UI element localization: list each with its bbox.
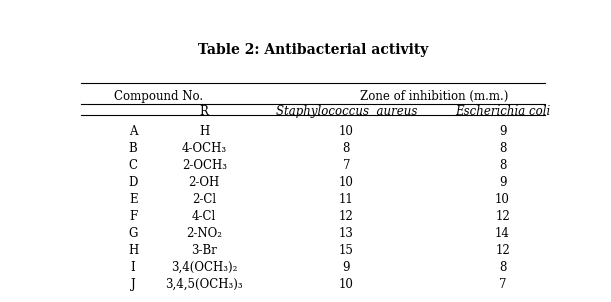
Text: D: D	[128, 176, 138, 189]
Text: Escherichia coli: Escherichia coli	[455, 105, 550, 118]
Text: 2-OCH₃: 2-OCH₃	[181, 159, 227, 172]
Text: 8: 8	[499, 142, 507, 155]
Text: J: J	[131, 278, 136, 291]
Text: 11: 11	[339, 193, 354, 206]
Text: 7: 7	[343, 159, 350, 172]
Text: 12: 12	[495, 210, 510, 223]
Text: 4-Cl: 4-Cl	[192, 210, 216, 223]
Text: E: E	[129, 193, 137, 206]
Text: 10: 10	[339, 125, 354, 138]
Text: 12: 12	[339, 210, 354, 223]
Text: 8: 8	[499, 261, 507, 274]
Text: 7: 7	[499, 278, 507, 291]
Text: 14: 14	[495, 226, 510, 239]
Text: Staphylococcus  aureus: Staphylococcus aureus	[276, 105, 417, 118]
Text: A: A	[129, 125, 137, 138]
Text: Zone of inhibition (m.m.): Zone of inhibition (m.m.)	[360, 90, 508, 103]
Text: I: I	[131, 261, 136, 274]
Text: 8: 8	[343, 142, 350, 155]
Text: H: H	[128, 244, 138, 257]
Text: 3,4,5(OCH₃)₃: 3,4,5(OCH₃)₃	[166, 278, 243, 291]
Text: 13: 13	[339, 226, 354, 239]
Text: 3-Br: 3-Br	[191, 244, 217, 257]
Text: 9: 9	[499, 125, 507, 138]
Text: G: G	[128, 226, 138, 239]
Text: 10: 10	[339, 278, 354, 291]
Text: Compound No.: Compound No.	[114, 90, 203, 103]
Text: C: C	[129, 159, 137, 172]
Text: B: B	[129, 142, 137, 155]
Text: 10: 10	[495, 193, 510, 206]
Text: 9: 9	[499, 176, 507, 189]
Text: F: F	[129, 210, 137, 223]
Text: 2-NO₂: 2-NO₂	[186, 226, 222, 239]
Text: 9: 9	[343, 261, 350, 274]
Text: R: R	[200, 105, 209, 118]
Text: 15: 15	[339, 244, 354, 257]
Text: H: H	[199, 125, 210, 138]
Text: 2-Cl: 2-Cl	[192, 193, 216, 206]
Text: 2-OH: 2-OH	[189, 176, 220, 189]
Text: Table 2: Antibacterial activity: Table 2: Antibacterial activity	[198, 43, 428, 57]
Text: 8: 8	[499, 159, 507, 172]
Text: 10: 10	[339, 176, 354, 189]
Text: 4-OCH₃: 4-OCH₃	[181, 142, 227, 155]
Text: 3,4(OCH₃)₂: 3,4(OCH₃)₂	[171, 261, 238, 274]
Text: 12: 12	[495, 244, 510, 257]
